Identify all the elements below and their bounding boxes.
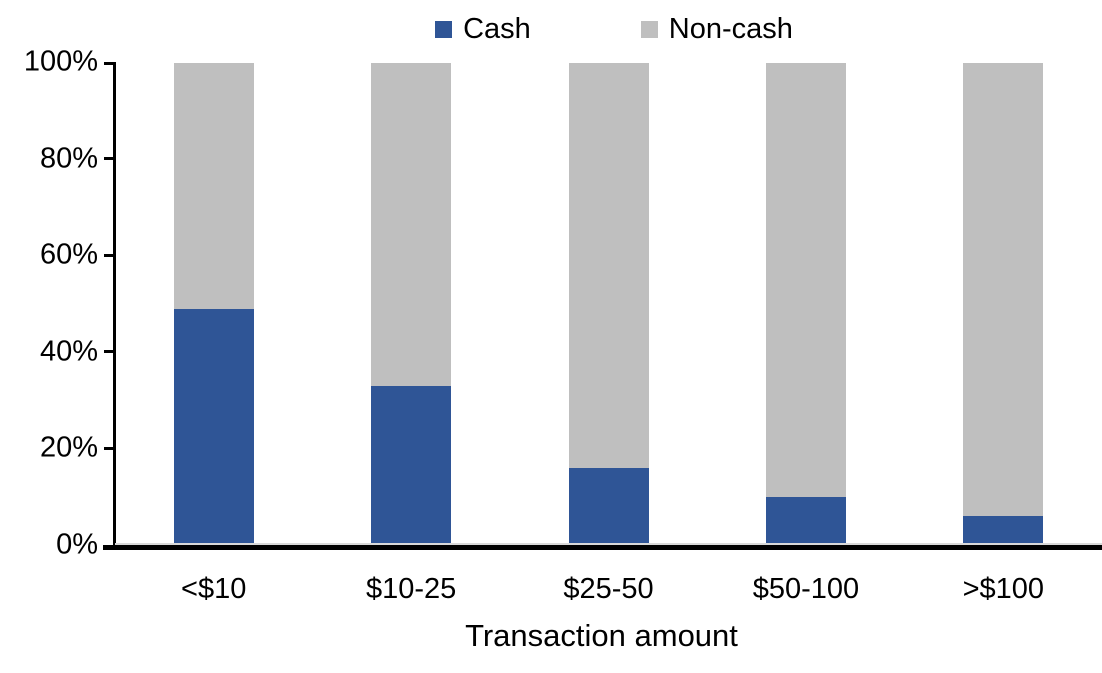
x-axis-title: Transaction amount — [465, 618, 738, 653]
bar-group-25-50 — [568, 63, 649, 545]
non-cash-segment — [568, 63, 649, 468]
cash-segment — [568, 467, 649, 545]
cash-segment — [765, 496, 846, 545]
cash-legend-swatch-icon — [435, 20, 453, 38]
bar-group-10-25 — [371, 63, 452, 545]
y-axis-tick — [104, 350, 116, 353]
non-cash-segment — [173, 63, 254, 309]
y-axis-label-0: 0% — [56, 528, 98, 561]
cash-segment — [371, 385, 452, 545]
y-axis-label-80: 80% — [39, 142, 98, 175]
y-axis-label-20: 20% — [39, 431, 98, 464]
non-cash-legend-swatch-icon — [640, 20, 658, 38]
non-cash-segment — [371, 63, 452, 386]
bar-group-over-100 — [963, 63, 1044, 545]
non-cash-segment — [765, 63, 846, 497]
y-axis-label-100: 100% — [23, 45, 98, 78]
x-axis-label-under-10: <$10 — [181, 573, 247, 605]
x-axis-label-25-50: $25-50 — [563, 573, 654, 605]
y-axis-tick — [104, 62, 116, 65]
non-cash-segment — [963, 63, 1044, 517]
x-axis-label-10-25: $10-25 — [365, 573, 457, 605]
y-axis-tick — [104, 157, 116, 160]
legend-item-cash: Cash — [435, 14, 531, 44]
x-axis-label-over-100: >$100 — [962, 573, 1045, 605]
zero-gridline — [115, 543, 1102, 545]
y-axis-label-40: 40% — [39, 335, 98, 368]
bar-group-under-10 — [173, 63, 254, 545]
x-axis-labels: <$10 $10-25 $25-50 $50-100 >$100 — [115, 574, 1102, 604]
cash-segment — [963, 516, 1044, 545]
y-axis-tick — [104, 254, 116, 257]
y-axis-tick — [104, 447, 116, 450]
chart-legend: Cash Non-cash — [63, 14, 1102, 44]
legend-item-cash-label: Cash — [463, 13, 531, 45]
y-axis-line — [113, 62, 116, 548]
bar-group-50-100 — [765, 63, 846, 545]
plot-area — [115, 63, 1102, 545]
x-axis-label-50-100: $50-100 — [752, 573, 860, 605]
x-axis-line — [103, 545, 1102, 550]
legend-item-non-cash: Non-cash — [640, 13, 793, 45]
y-axis-label-60: 60% — [39, 238, 98, 271]
cash-segment — [173, 308, 254, 545]
legend-item-non-cash-label: Non-cash — [668, 13, 793, 45]
